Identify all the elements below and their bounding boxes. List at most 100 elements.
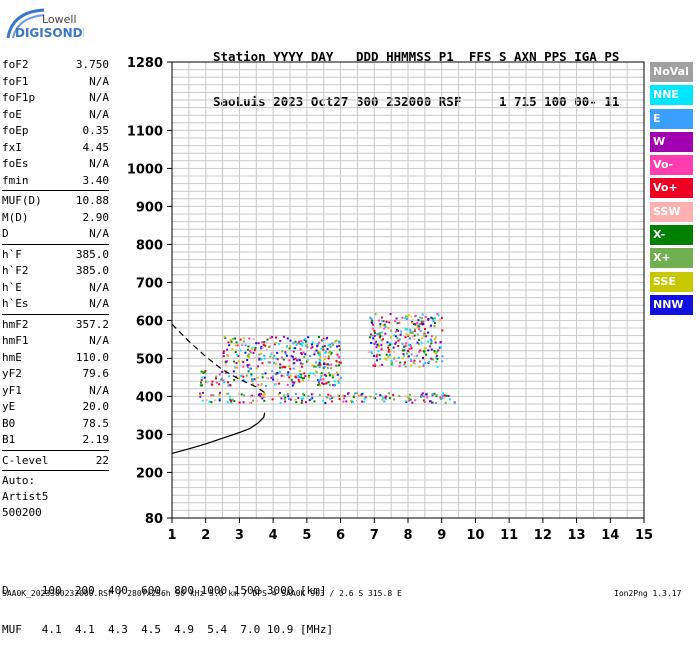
echo-point	[387, 327, 390, 330]
echo-point	[444, 401, 447, 404]
echo-point	[244, 351, 247, 354]
echo-point	[320, 347, 323, 350]
x-tick-label: 1	[167, 528, 176, 543]
echo-point	[307, 359, 310, 362]
x-tick-label: 8	[403, 528, 412, 543]
echo-point	[228, 375, 231, 378]
echo-point	[376, 353, 379, 356]
echo-point	[275, 383, 278, 386]
param-label: yE	[2, 400, 16, 413]
echo-point	[230, 400, 233, 403]
echo-point	[294, 347, 297, 350]
param-label: hmE	[2, 350, 22, 364]
echo-point	[294, 357, 297, 360]
echo-point	[317, 364, 320, 367]
echo-point	[267, 361, 270, 364]
echo-point	[326, 348, 329, 351]
echo-point	[325, 338, 328, 341]
echo-point	[342, 400, 345, 403]
echo-point	[308, 399, 311, 402]
echo-point	[319, 363, 322, 366]
y-tick-label: 900	[136, 200, 163, 215]
echo-point	[409, 330, 412, 333]
echo-point	[313, 365, 316, 368]
echo-point	[337, 381, 340, 384]
param-row: hmF1 N/A	[2, 333, 109, 350]
echo-point	[278, 370, 281, 373]
echo-point	[326, 367, 329, 370]
echo-point	[275, 357, 278, 360]
echo-point	[294, 375, 297, 378]
echo-point	[286, 374, 289, 377]
echo-point	[232, 370, 235, 373]
echo-point	[288, 376, 291, 379]
echo-point	[299, 376, 302, 379]
param-value: 20.0	[82, 400, 110, 413]
param-value: 3.750	[75, 58, 109, 71]
echo-point	[404, 328, 407, 331]
echo-point	[292, 358, 295, 361]
echo-point	[367, 351, 370, 354]
echo-point	[257, 393, 260, 396]
echo-point	[317, 335, 320, 338]
echo-point	[411, 318, 414, 321]
echo-point	[199, 393, 202, 396]
param-row: hmF2 357.2	[2, 317, 109, 334]
echo-point	[274, 336, 277, 339]
echo-point	[336, 371, 339, 374]
echo-point	[330, 400, 333, 403]
echo-point	[210, 401, 213, 404]
echo-point	[264, 372, 267, 375]
echo-point	[381, 320, 384, 323]
echo-point	[323, 361, 326, 364]
param-value: 0.35	[82, 124, 110, 137]
echo-point	[404, 395, 407, 398]
echo-point	[441, 329, 444, 332]
echo-traces	[198, 312, 456, 405]
echo-point	[371, 319, 374, 322]
echo-point	[362, 392, 365, 395]
echo-point	[413, 334, 416, 337]
echo-point	[378, 354, 381, 357]
echo-point	[373, 354, 376, 357]
echo-point	[318, 362, 321, 365]
echo-point	[352, 401, 355, 404]
echo-point	[310, 343, 313, 346]
echo-point	[433, 317, 436, 320]
echo-point	[311, 397, 314, 400]
echo-point	[404, 317, 407, 320]
echo-point	[441, 355, 444, 358]
echo-point	[316, 350, 319, 353]
echo-point	[258, 353, 261, 356]
echo-point	[324, 402, 327, 405]
echo-point	[392, 394, 395, 397]
echo-point	[272, 357, 275, 360]
echo-point	[419, 316, 422, 319]
echo-point	[283, 365, 286, 368]
echo-point	[379, 357, 382, 360]
echo-point	[322, 337, 325, 340]
echo-point	[323, 373, 326, 376]
echo-point	[258, 359, 261, 362]
echo-point	[434, 402, 437, 405]
echo-point	[393, 351, 396, 354]
echo-point	[229, 398, 232, 401]
echo-point	[429, 338, 432, 341]
echo-point	[405, 342, 408, 345]
echo-point	[263, 393, 266, 396]
echo-point	[276, 371, 279, 374]
chart-grid	[171, 61, 645, 518]
param-row: B1 2.19	[2, 432, 109, 449]
echo-point	[263, 357, 266, 360]
param-row: h`F2 385.0	[2, 263, 109, 280]
echo-point	[212, 394, 215, 397]
param-row: h`E N/A	[2, 280, 109, 297]
header-line-2: SaoLuis 2023 Oct27 300 232000 RSF 1 715 …	[213, 94, 620, 109]
echo-point	[224, 363, 227, 366]
param-value: N/A	[89, 74, 109, 88]
echo-point	[311, 346, 314, 349]
echo-point	[300, 401, 303, 404]
echo-point	[398, 365, 401, 368]
legend-item: SSW	[650, 201, 693, 222]
echo-point	[260, 383, 263, 386]
